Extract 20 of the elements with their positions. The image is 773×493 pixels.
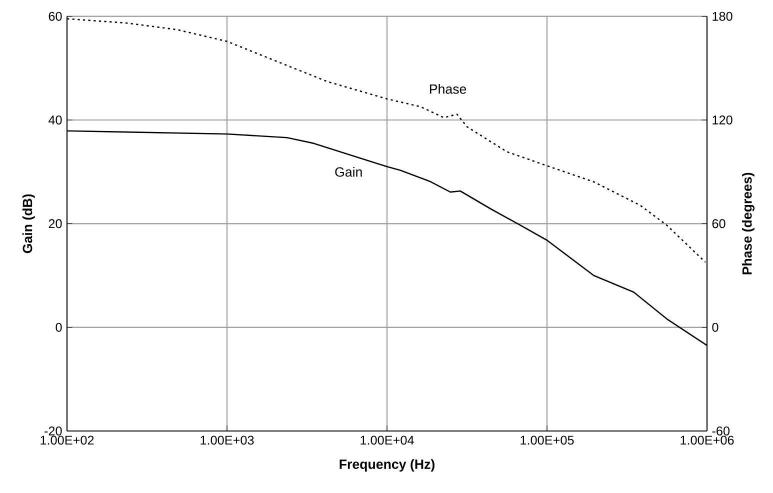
y-tick-label: 60 — [48, 12, 62, 21]
y2-tick-label: 180 — [712, 12, 732, 21]
annotation: Gain — [335, 166, 362, 177]
y2-axis-title: Phase (degrees) — [742, 172, 754, 274]
y-tick-label: -20 — [44, 426, 62, 436]
y-axis-title: Gain (dB) — [22, 194, 35, 254]
x-tick-label: 1.00E+02 — [40, 436, 94, 445]
x-tick-label: 1.00E+04 — [360, 436, 414, 445]
x-tick-label: 1.00E+06 — [680, 436, 734, 445]
y2-tick-label: 120 — [712, 116, 732, 124]
y-tick-label: 40 — [48, 116, 62, 124]
x-axis-title: Frequency (Hz) — [340, 459, 434, 472]
x-tick-label: 1.00E+05 — [520, 436, 574, 445]
y-tick-label: 0 — [56, 322, 62, 332]
x-tick-label: 1.00E+03 — [200, 436, 254, 445]
y-tick-label: 20 — [48, 219, 62, 228]
y2-tick-label: 60 — [712, 219, 726, 228]
y2-tick-label: -60 — [712, 426, 730, 436]
y2-tick-label: 0 — [712, 322, 718, 332]
annotation: Phase — [430, 84, 466, 94]
